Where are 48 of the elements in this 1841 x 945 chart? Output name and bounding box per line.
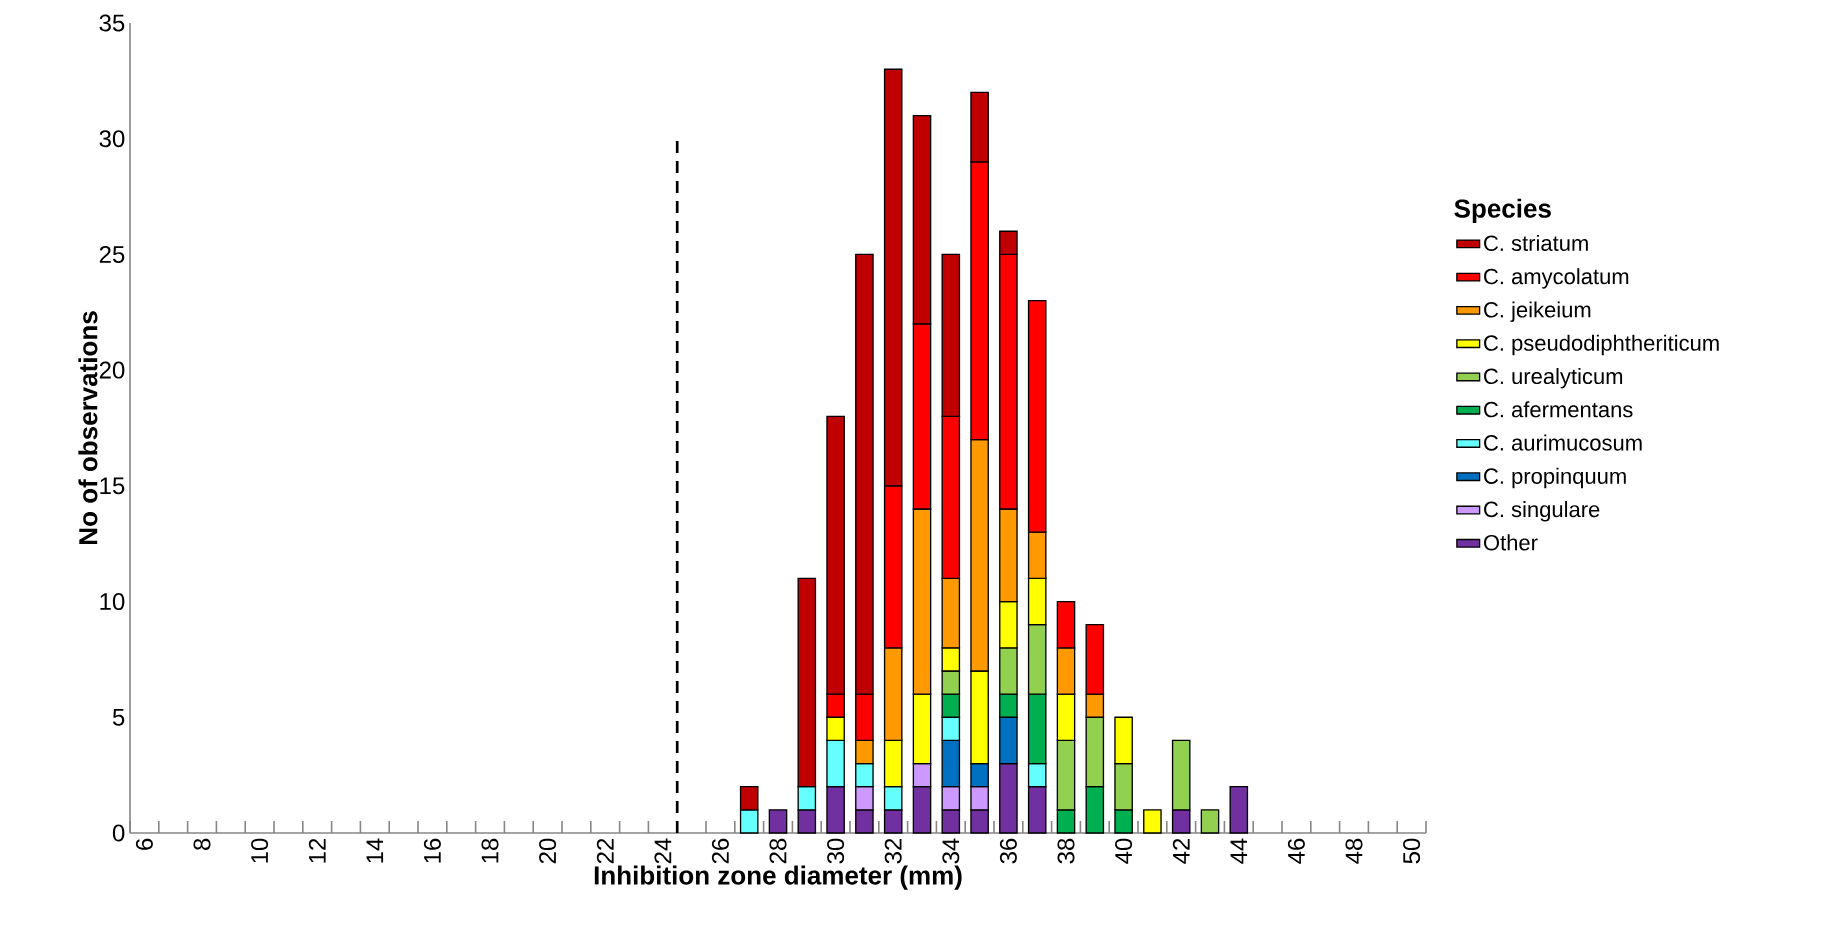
legend-title: Species — [1454, 198, 1551, 223]
legend-label: C. propinquum — [1484, 467, 1626, 489]
y-axis-title: No of observations — [78, 311, 98, 544]
y-tick-label: 0 — [112, 824, 125, 842]
x-tick-label: 38 — [1057, 838, 1075, 864]
legend-label: C. singulare — [1484, 501, 1600, 522]
x-tick-label: 32 — [884, 838, 902, 864]
x-tick-label: 40 — [1115, 838, 1133, 864]
legend-label: C. amycolatum — [1484, 268, 1629, 289]
x-tick-label: 20 — [539, 838, 557, 864]
y-tick-label: 5 — [112, 708, 125, 726]
y-tick-label: 35 — [99, 14, 125, 32]
x-tick-label: 34 — [942, 838, 960, 864]
bar — [1143, 809, 1162, 834]
x-tick-label: 16 — [423, 838, 441, 863]
x-tick-label: 44 — [1230, 838, 1248, 864]
x-tick-label: 22 — [596, 838, 614, 864]
y-tick-label: 30 — [99, 130, 125, 148]
legend-label: C. jeikeium — [1484, 301, 1591, 322]
x-tick-label: 42 — [1172, 838, 1190, 864]
x-tick-label: 46 — [1287, 838, 1305, 864]
x-tick-label: 6 — [135, 838, 153, 850]
x-tick-label: 8 — [193, 838, 211, 850]
x-tick-label: 30 — [827, 838, 845, 864]
x-tick-label: 10 — [251, 838, 269, 863]
legend-label: C. afermentans — [1484, 401, 1633, 418]
legend-label: C. pseudodiphtheriticum — [1484, 334, 1719, 356]
x-tick-label: 18 — [481, 838, 499, 863]
x-tick-label: 12 — [308, 838, 326, 863]
legend-label: C. striatum — [1484, 234, 1588, 252]
bar — [1200, 809, 1220, 834]
x-tick-label: 48 — [1345, 838, 1363, 864]
x-tick-label: 50 — [1403, 838, 1421, 864]
bar — [768, 809, 788, 834]
y-tick-label: 25 — [99, 245, 125, 263]
legend-label: C. urealyticum — [1484, 367, 1623, 389]
x-tick-label: 36 — [999, 838, 1017, 864]
legend-label: C. aurimucosum — [1484, 434, 1642, 451]
x-axis-title: Inhibition zone diameter (mm) — [594, 865, 962, 890]
y-tick-label: 10 — [100, 593, 125, 611]
x-tick-label: 26 — [711, 838, 729, 864]
y-tick-label: 15 — [100, 477, 125, 495]
x-tick-label: 28 — [769, 838, 787, 864]
x-tick-label: 14 — [366, 838, 384, 863]
y-tick-label: 20 — [99, 361, 125, 379]
x-tick-label: 24 — [654, 838, 672, 864]
legend-label: Other — [1484, 534, 1538, 551]
bar — [1229, 786, 1249, 834]
